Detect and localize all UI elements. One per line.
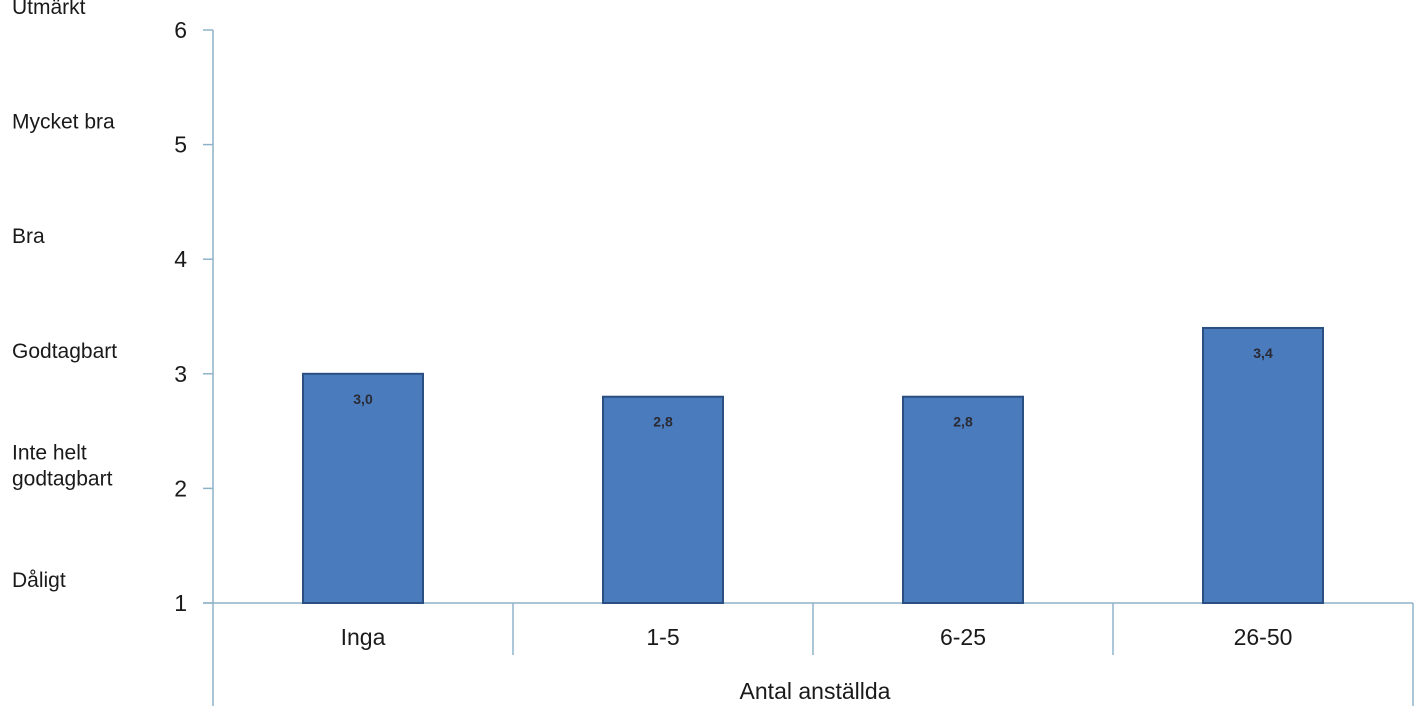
y-tick-label: 5 <box>174 132 187 158</box>
rating-label: Dåligt <box>12 569 66 592</box>
y-tick-label: 3 <box>174 361 187 387</box>
data-label: 3,0 <box>353 391 373 407</box>
bar <box>602 395 724 604</box>
x-category-label: 1-5 <box>646 624 679 650</box>
data-label: 2,8 <box>953 414 973 430</box>
bar <box>302 372 424 604</box>
bars <box>302 326 1324 604</box>
rating-label: Utmärkt <box>12 0 86 19</box>
bar <box>1202 326 1324 604</box>
rating-label: Godtagbart <box>12 340 117 363</box>
rating-label: Inte helt <box>12 441 87 464</box>
y-tick-label: 4 <box>174 246 187 272</box>
rating-label: Mycket bra <box>12 111 115 134</box>
x-category-label: 6-25 <box>940 624 986 650</box>
data-labels: 3,0 2,8 2,8 3,4 <box>353 345 1273 430</box>
rating-label: Bra <box>12 225 45 248</box>
data-label: 3,4 <box>1253 345 1273 361</box>
y-tick-label: 2 <box>174 475 187 501</box>
bar <box>902 395 1024 604</box>
x-axis-title: Antal anställda <box>740 678 891 704</box>
x-category-label: 26-50 <box>1234 624 1293 650</box>
rating-label: godtagbart <box>12 467 113 490</box>
y-tick-label: 6 <box>174 17 187 43</box>
y-tick-label: 1 <box>174 590 187 616</box>
rating-labels: Utmärkt Mycket bra Bra Godtagbart Inte helt g… <box>12 0 117 592</box>
x-category-label: Inga <box>341 624 386 650</box>
data-label: 2,8 <box>653 414 673 430</box>
